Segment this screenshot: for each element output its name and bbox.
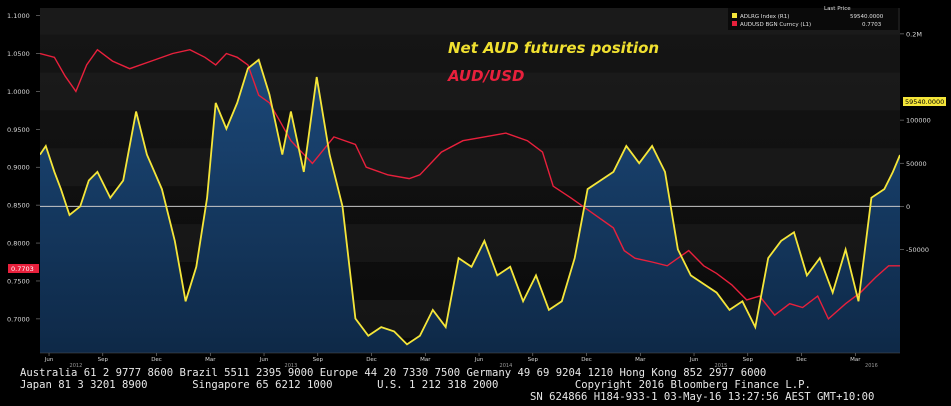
right-tick-label: -50000	[906, 246, 929, 254]
x-tick-label: Sep	[528, 357, 539, 363]
x-tick-label: Mar	[420, 357, 431, 363]
left-tick-label: 1.0500	[7, 50, 30, 58]
x-year-label: 2016	[865, 363, 878, 369]
legend: Last Price ADLRG Index (R1) 59540.0000 A…	[728, 6, 898, 30]
legend-label-adlrg: ADLRG Index (R1)	[740, 14, 789, 20]
grid-band	[40, 224, 900, 263]
legend-box	[728, 6, 898, 30]
legend-value-adlrg: 59540.0000	[850, 14, 884, 20]
x-tick-label: Jun	[259, 357, 269, 363]
x-tick-label: Sep	[98, 357, 109, 363]
legend-header: Last Price	[824, 6, 851, 12]
x-tick-label: Dec	[581, 357, 592, 363]
legend-swatch-adlrg	[732, 13, 737, 18]
right-axis: 0.2M 100000 50000 0 -50000	[900, 30, 931, 254]
x-tick-label: Mar	[205, 357, 216, 363]
footer-contacts-line2: Japan 81 3 3201 8900 Singapore 65 6212 1…	[20, 379, 811, 391]
x-tick-label: Sep	[743, 357, 754, 363]
left-tick-label: 0.8500	[7, 202, 30, 210]
x-tick-label: Dec	[796, 357, 807, 363]
left-tick-label: 1.0000	[7, 88, 30, 96]
left-tick-label: 1.1000	[7, 12, 30, 20]
x-tick-label: Jun	[689, 357, 699, 363]
x-tick-label: Dec	[366, 357, 377, 363]
x-tick-label: Mar	[850, 357, 861, 363]
x-tick-label: Dec	[151, 357, 162, 363]
footer-contacts-line1: Australia 61 2 9777 8600 Brazil 5511 239…	[20, 367, 767, 379]
x-year-label: 2015	[715, 363, 728, 369]
legend-value-audusd: 0.7703	[862, 22, 882, 28]
audusd-series-line	[40, 48, 900, 321]
x-tick-label: Jun	[44, 357, 54, 363]
left-tick-label: 0.9500	[7, 126, 30, 134]
annotation-net-aud: Net AUD futures position	[448, 39, 659, 57]
left-tick-label: 0.9000	[7, 164, 30, 172]
left-last-label: 0.7703	[11, 265, 34, 273]
left-axis: 0.7000 0.7500 0.8000 0.8500 0.9000 0.9500 1.00…	[7, 12, 40, 323]
footer-session-line: SN 624866 H184-933-1 03-May-16 13:27:56 …	[530, 391, 875, 403]
left-tick-label: 0.7000	[7, 315, 30, 323]
right-last-label: 59540.0000	[905, 98, 944, 106]
grid-band	[40, 72, 900, 111]
net-aud-position-area	[40, 59, 900, 353]
right-tick-label: 0	[906, 203, 910, 211]
x-year-label: 2012	[70, 363, 83, 369]
annotation-audusd: AUD/USD	[447, 67, 524, 85]
x-tick-label: Sep	[313, 357, 324, 363]
right-tick-label: 100000	[906, 117, 931, 125]
legend-swatch-audusd	[732, 21, 737, 26]
left-tick-label: 0.8000	[7, 240, 30, 248]
x-year-label: 2014	[500, 363, 513, 369]
right-tick-label: 0.2M	[906, 30, 922, 38]
x-year-label: 2013	[285, 363, 298, 369]
legend-label-audusd: AUDUSD BGN Curncy (L1)	[740, 22, 811, 28]
x-tick-label: Mar	[635, 357, 646, 363]
left-last-flag	[8, 264, 39, 273]
x-axis: Jun Sep Dec Mar Jun Sep Dec Mar Jun Sep Dec Mar Jun S…	[40, 352, 900, 369]
left-tick-label: 0.7500	[7, 277, 30, 285]
right-last-flag	[903, 97, 946, 106]
grid-band	[40, 148, 900, 187]
net-aud-position-line	[40, 58, 900, 346]
x-tick-label: Jun	[474, 357, 484, 363]
right-tick-label: 50000	[906, 160, 927, 168]
